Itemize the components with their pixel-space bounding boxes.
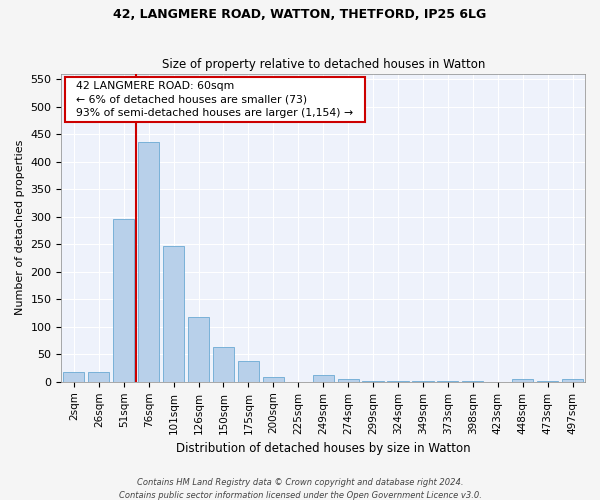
Bar xyxy=(213,347,234,382)
Bar xyxy=(263,377,284,382)
X-axis label: Distribution of detached houses by size in Watton: Distribution of detached houses by size … xyxy=(176,442,470,455)
Y-axis label: Number of detached properties: Number of detached properties xyxy=(15,140,25,316)
Text: 42, LANGMERE ROAD, WATTON, THETFORD, IP25 6LG: 42, LANGMERE ROAD, WATTON, THETFORD, IP2… xyxy=(113,8,487,20)
Bar xyxy=(88,372,109,382)
Bar xyxy=(313,375,334,382)
Bar xyxy=(138,142,159,382)
Bar xyxy=(238,362,259,382)
Bar xyxy=(113,220,134,382)
Bar xyxy=(512,379,533,382)
Text: 42 LANGMERE ROAD: 60sqm  
  ← 6% of detached houses are smaller (73)  
  93% of : 42 LANGMERE ROAD: 60sqm ← 6% of detached… xyxy=(69,82,361,118)
Text: Contains HM Land Registry data © Crown copyright and database right 2024.
Contai: Contains HM Land Registry data © Crown c… xyxy=(119,478,481,500)
Bar xyxy=(63,372,85,382)
Title: Size of property relative to detached houses in Watton: Size of property relative to detached ho… xyxy=(161,58,485,71)
Bar xyxy=(338,378,359,382)
Bar xyxy=(562,379,583,382)
Bar xyxy=(163,246,184,382)
Bar xyxy=(188,317,209,382)
